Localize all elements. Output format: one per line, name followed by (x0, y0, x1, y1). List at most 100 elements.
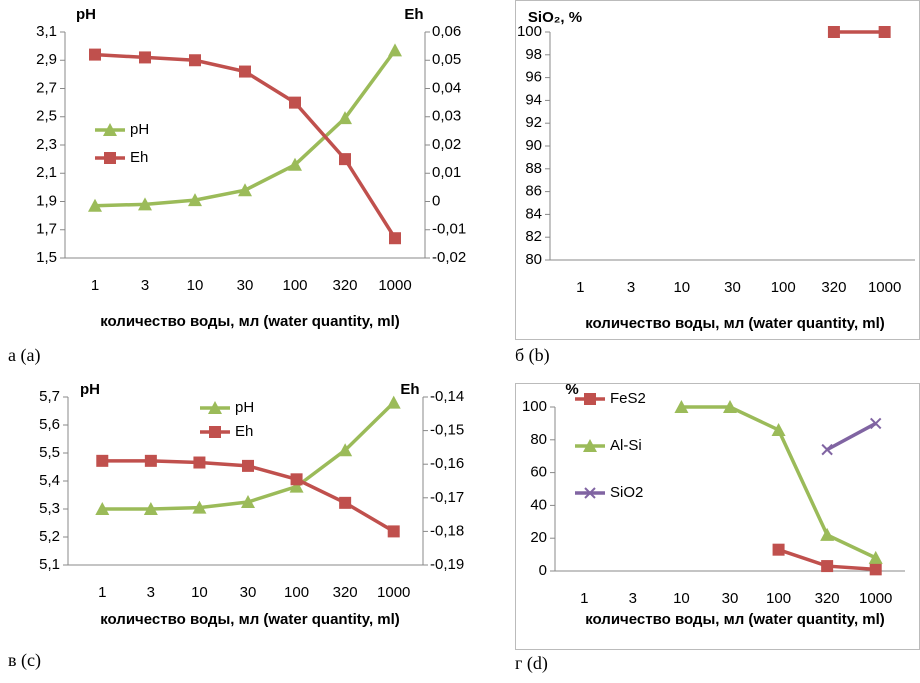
marker (290, 473, 303, 486)
x-tick-label: 10 (673, 279, 690, 296)
y-tick-label: 80 (530, 431, 547, 448)
y-tick-label: 5,3 (39, 500, 60, 517)
x-tick-label: 320 (332, 277, 357, 294)
y-tick-label: 20 (530, 529, 547, 546)
marker (821, 443, 833, 456)
y-tick-label: 5,2 (39, 528, 60, 545)
marker (143, 502, 158, 515)
legend-label: pH (235, 399, 254, 416)
x-tick-label: 100 (766, 590, 791, 607)
x-tick-label: 3 (141, 277, 149, 294)
marker (870, 417, 882, 430)
y2-axis-label: Eh (404, 6, 423, 23)
marker (584, 487, 596, 499)
x-tick-label: 1 (91, 277, 99, 294)
y-tick-label: 92 (525, 114, 542, 131)
x-tick-label: 3 (147, 584, 155, 601)
y2-tick-label: -0,01 (432, 221, 466, 238)
marker (144, 454, 157, 467)
marker (723, 400, 737, 413)
x-tick-label: 100 (771, 279, 796, 296)
legend-label: SiO2 (610, 484, 643, 501)
y2-tick-label: 0,02 (432, 136, 461, 153)
y-tick-label: 0 (539, 562, 547, 579)
marker (339, 496, 352, 509)
x-tick-label: 30 (722, 590, 739, 607)
marker (389, 232, 401, 245)
y-tick-label: 100 (517, 23, 542, 40)
y2-tick-label: -0,14 (430, 388, 464, 405)
marker (192, 500, 207, 514)
x-tick-label: 1 (580, 590, 588, 607)
y2-tick-label: -0,02 (432, 249, 466, 266)
marker (88, 198, 102, 212)
y-tick-label: 40 (530, 496, 547, 513)
y-tick-label: 82 (525, 228, 542, 245)
marker (242, 459, 254, 472)
x-tick-label: 100 (284, 584, 309, 601)
y-tick-label: 1,5 (36, 249, 57, 266)
y-tick-label: 2,5 (36, 108, 57, 125)
y-tick-label: 94 (525, 91, 542, 108)
marker (583, 439, 597, 452)
y2-tick-label: 0 (432, 192, 440, 209)
y-tick-label: 2,3 (36, 136, 57, 153)
x-tick-label: 320 (815, 590, 840, 607)
marker (95, 502, 110, 515)
marker (96, 454, 109, 467)
y-tick-label: 5,1 (39, 556, 60, 573)
x-tick-label: 100 (282, 277, 307, 294)
series-line (826, 421, 877, 452)
marker (188, 193, 202, 207)
legend-label: Al-Si (610, 437, 642, 454)
marker (772, 543, 785, 556)
y-axis-label: pH (80, 381, 100, 398)
marker (338, 443, 353, 457)
marker (239, 65, 251, 78)
y2-tick-label: 0,03 (432, 108, 461, 125)
y-tick-label: 80 (525, 251, 542, 268)
marker (584, 393, 596, 405)
marker (820, 527, 835, 541)
x-tick-label: 1000 (868, 279, 901, 296)
panel-caption: а (a) (8, 345, 40, 366)
x-tick-label: 3 (627, 279, 635, 296)
marker (288, 157, 302, 171)
x-tick-label: 10 (191, 584, 208, 601)
x-axis-label: количество воды, мл (water quantity, ml) (100, 313, 400, 330)
marker (386, 395, 401, 409)
marker (209, 426, 221, 438)
y-tick-label: 98 (525, 46, 542, 63)
marker (674, 400, 689, 413)
legend-label: Eh (130, 149, 148, 166)
x-axis-label: количество воды, мл (water quantity, ml) (585, 611, 885, 628)
y-tick-label: 5,6 (39, 416, 60, 433)
y2-tick-label: 0,01 (432, 164, 461, 181)
y2-tick-label: -0,17 (430, 489, 464, 506)
y-tick-label: 88 (525, 160, 542, 177)
y-axis-label: pH (76, 6, 96, 23)
marker (289, 96, 301, 109)
marker (388, 43, 402, 57)
marker (241, 495, 255, 508)
marker (89, 48, 101, 61)
legend-label: pH (130, 121, 149, 138)
y2-tick-label: -0,16 (430, 455, 464, 472)
legend-label: Eh (235, 423, 253, 440)
x-tick-label: 30 (724, 279, 741, 296)
y-tick-label: 5,7 (39, 388, 60, 405)
marker (827, 26, 840, 38)
marker (103, 123, 117, 136)
x-axis-label: количество воды, мл (water quantity, ml) (585, 315, 885, 332)
y2-tick-label: 0,06 (432, 23, 461, 40)
y-axis-label: SiO₂, % (528, 9, 582, 26)
marker (193, 456, 206, 469)
y-tick-label: 3,1 (36, 23, 57, 40)
marker (208, 401, 222, 414)
y-tick-label: 86 (525, 183, 542, 200)
panel-caption: г (d) (515, 653, 548, 674)
x-tick-label: 30 (237, 277, 254, 294)
legend-label: FeS2 (610, 390, 646, 407)
marker (771, 422, 786, 436)
